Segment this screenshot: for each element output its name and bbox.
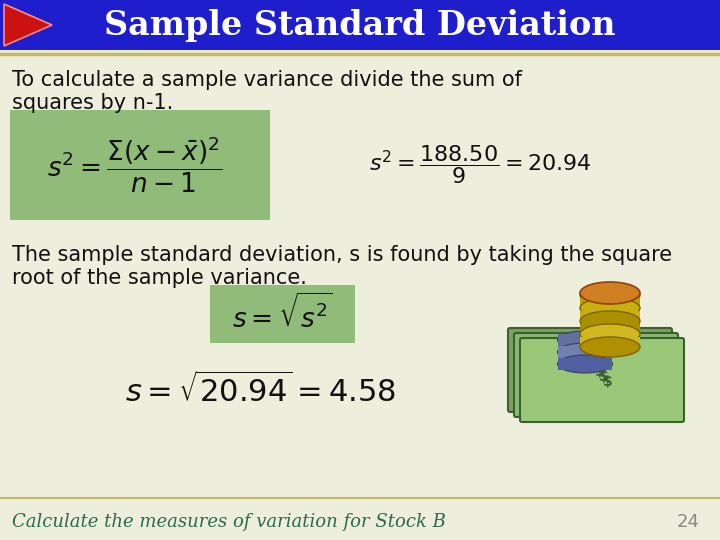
Bar <box>558 346 612 358</box>
FancyBboxPatch shape <box>508 328 672 412</box>
Bar <box>210 285 355 343</box>
FancyBboxPatch shape <box>520 338 684 422</box>
Ellipse shape <box>557 355 613 373</box>
Text: $: $ <box>595 365 605 379</box>
Text: The sample standard deviation, s is found by taking the square: The sample standard deviation, s is foun… <box>12 245 672 265</box>
Text: $s^2 = \dfrac{\Sigma(x-\bar{x})^2}{n-1}$: $s^2 = \dfrac{\Sigma(x-\bar{x})^2}{n-1}$ <box>48 134 222 195</box>
Bar <box>0 0 720 50</box>
Ellipse shape <box>580 324 640 344</box>
Text: $s^2 = \dfrac{188.50}{9} = 20.94$: $s^2 = \dfrac{188.50}{9} = 20.94$ <box>369 144 591 186</box>
Bar <box>558 334 612 346</box>
Ellipse shape <box>580 285 640 305</box>
Text: $: $ <box>599 370 609 384</box>
Ellipse shape <box>580 282 640 304</box>
Text: 24: 24 <box>677 513 700 531</box>
Text: $s = \sqrt{s^2}$: $s = \sqrt{s^2}$ <box>232 294 333 334</box>
Bar <box>580 337 640 347</box>
Bar <box>580 324 640 334</box>
Text: root of the sample variance.: root of the sample variance. <box>12 268 307 288</box>
Text: $: $ <box>603 375 613 389</box>
Bar <box>580 298 640 308</box>
Text: Calculate the measures of variation for Stock B: Calculate the measures of variation for … <box>12 513 446 531</box>
Ellipse shape <box>557 331 613 349</box>
Polygon shape <box>4 4 52 46</box>
Bar <box>558 358 612 370</box>
Text: squares by n-1.: squares by n-1. <box>12 93 174 113</box>
Text: $s = \sqrt{20.94} = 4.58$: $s = \sqrt{20.94} = 4.58$ <box>125 372 395 408</box>
Text: To calculate a sample variance divide the sum of: To calculate a sample variance divide th… <box>12 70 522 90</box>
Text: Sample Standard Deviation: Sample Standard Deviation <box>104 9 616 42</box>
Ellipse shape <box>557 343 613 361</box>
Bar <box>10 110 270 220</box>
FancyBboxPatch shape <box>514 333 678 417</box>
Bar <box>580 311 640 321</box>
Ellipse shape <box>580 311 640 331</box>
Ellipse shape <box>580 298 640 318</box>
Ellipse shape <box>580 337 640 357</box>
